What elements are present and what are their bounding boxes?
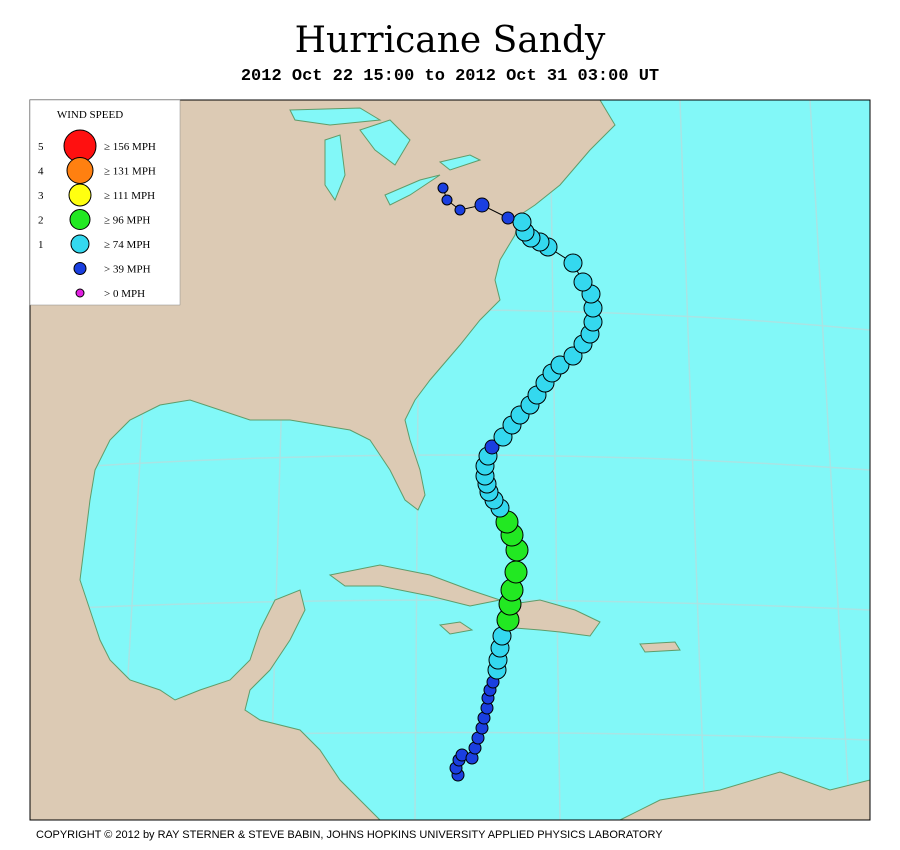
track-point	[501, 211, 515, 225]
legend-swatch	[70, 234, 90, 254]
legend-swatch	[68, 183, 92, 207]
legend-category: 3	[38, 190, 44, 202]
track-point	[484, 439, 500, 455]
track-point	[504, 560, 528, 584]
legend-swatch	[75, 288, 85, 298]
track-point	[474, 197, 490, 213]
track-point	[454, 204, 466, 216]
legend-label: ≥ 156 MPH	[104, 141, 156, 153]
legend-category: 5	[38, 141, 44, 153]
legend-category: 4	[38, 166, 44, 178]
legend-box	[29, 99, 181, 306]
legend-label: ≥ 74 MPH	[104, 239, 150, 251]
legend-swatch	[73, 262, 87, 275]
legend-swatch	[69, 209, 91, 230]
legend-category: 1	[38, 239, 44, 251]
track-point	[550, 355, 570, 375]
legend-category: 2	[38, 215, 44, 227]
great-lakes	[289, 107, 482, 206]
track-point	[437, 182, 449, 194]
subtitle: 2012 Oct 22 15:00 to 2012 Oct 31 03:00 U…	[241, 67, 659, 86]
legend-label: > 39 MPH	[104, 264, 151, 276]
legend-swatch	[66, 157, 94, 184]
legend-title: WIND SPEED	[57, 109, 123, 121]
legend-label: > 0 MPH	[104, 288, 145, 300]
track-point	[512, 212, 532, 232]
copyright: COPYRIGHT © 2012 by RAY STERNER & STEVE …	[36, 829, 663, 841]
storm-track	[437, 182, 603, 782]
legend-label: ≥ 111 MPH	[104, 190, 155, 202]
track-point	[563, 253, 583, 273]
legend-label: ≥ 96 MPH	[104, 215, 150, 227]
frame-border	[29, 99, 871, 821]
track-point	[573, 272, 593, 292]
title: Hurricane Sandy	[295, 20, 606, 61]
track-point	[441, 194, 453, 206]
legend-label: ≥ 131 MPH	[104, 166, 156, 178]
legend: WIND SPEED 5 ≥ 156 MPH 4 ≥ 131 MPH 3 ≥ 111 MP…	[29, 99, 181, 306]
